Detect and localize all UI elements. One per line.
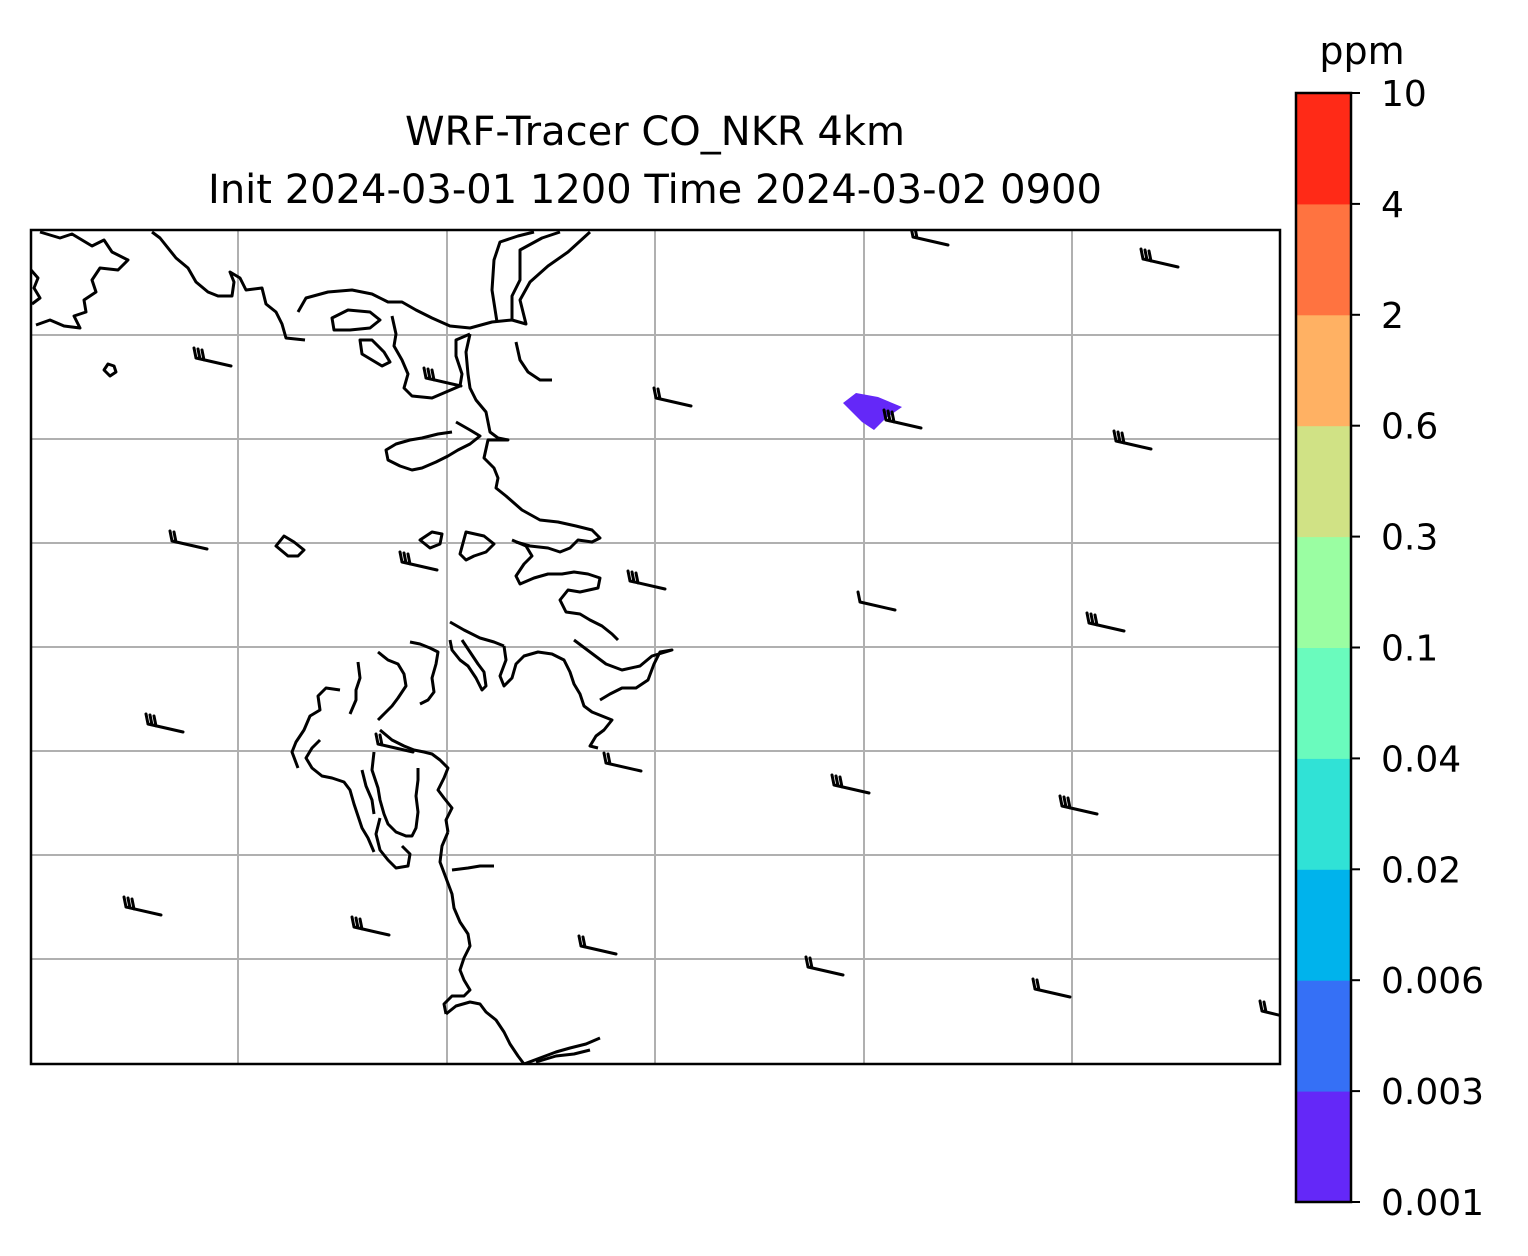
wind-barb: [1085, 611, 1126, 633]
colorbar-tick-label: 0.1: [1381, 629, 1438, 670]
wind-barb: [626, 569, 667, 591]
colorbar-segment: [1296, 980, 1351, 1092]
colorbar-tick-label: 0.02: [1381, 850, 1461, 891]
map-title-line2: Init 2024-03-01 1200 Time 2024-03-02 090…: [208, 167, 1102, 213]
wind-barb: [910, 230, 950, 247]
colorbar-tick-label: 4: [1381, 185, 1404, 226]
map-area: [31, 230, 1280, 1064]
colorbar-segment: [1296, 647, 1351, 759]
coastlines: [31, 230, 674, 1064]
wind-barb: [1058, 794, 1099, 816]
wind-barb: [830, 773, 871, 795]
colorbar-segment: [1296, 869, 1351, 981]
wind-barb: [1031, 977, 1072, 999]
colorbar-tick-label: 0.3: [1381, 518, 1438, 559]
colorbar: 0.001 0.003 0.006 0.02 0.04 0.1 0.3 0.6 2 4 10 ppm: [1294, 29, 1484, 1224]
colorbar-segment: [1296, 536, 1351, 648]
wind-barb: [144, 712, 185, 734]
wind-barb: [577, 934, 618, 956]
colorbar-tick-label: 0.04: [1381, 739, 1461, 780]
colorbar-tick-label: 0.001: [1381, 1183, 1484, 1224]
wind-barb: [652, 386, 693, 408]
colorbar-tick-label: 0.6: [1381, 407, 1438, 448]
wind-barb: [882, 408, 923, 430]
wind-barb: [856, 590, 897, 612]
wind-barb: [1139, 247, 1180, 269]
wind-barb: [122, 895, 163, 917]
colorbar-tick-label: 2: [1381, 296, 1404, 337]
wind-barb: [168, 529, 209, 551]
colorbar-segment: [1296, 314, 1351, 427]
wind-barb: [422, 366, 463, 388]
wind-barb: [374, 732, 415, 754]
colorbar-segment: [1296, 758, 1351, 870]
map-gridlines: [31, 230, 1280, 1064]
colorbar-segment: [1296, 93, 1351, 205]
wind-barb: [1258, 999, 1280, 1017]
colorbar-segment: [1296, 1091, 1351, 1203]
colorbar-tick-label: 10: [1381, 74, 1427, 115]
map-frame: [29, 228, 1282, 1066]
wind-barb: [192, 346, 233, 368]
wind-barb: [350, 915, 391, 937]
wind-barb: [1112, 429, 1153, 451]
colorbar-unit-label: ppm: [1319, 29, 1404, 73]
colorbar-tick-label: 0.003: [1381, 1072, 1484, 1113]
wind-barb: [398, 550, 439, 572]
colorbar-segment: [1296, 203, 1351, 316]
tracer-plume: [843, 393, 902, 430]
map-title-line1: WRF-Tracer CO_NKR 4km: [404, 109, 906, 155]
colorbar-segment: [1296, 425, 1351, 538]
wind-barb: [602, 751, 643, 773]
wind-barbs: [122, 230, 1280, 1017]
wind-barb: [804, 955, 845, 977]
colorbar-tick-label: 0.006: [1381, 961, 1484, 1002]
